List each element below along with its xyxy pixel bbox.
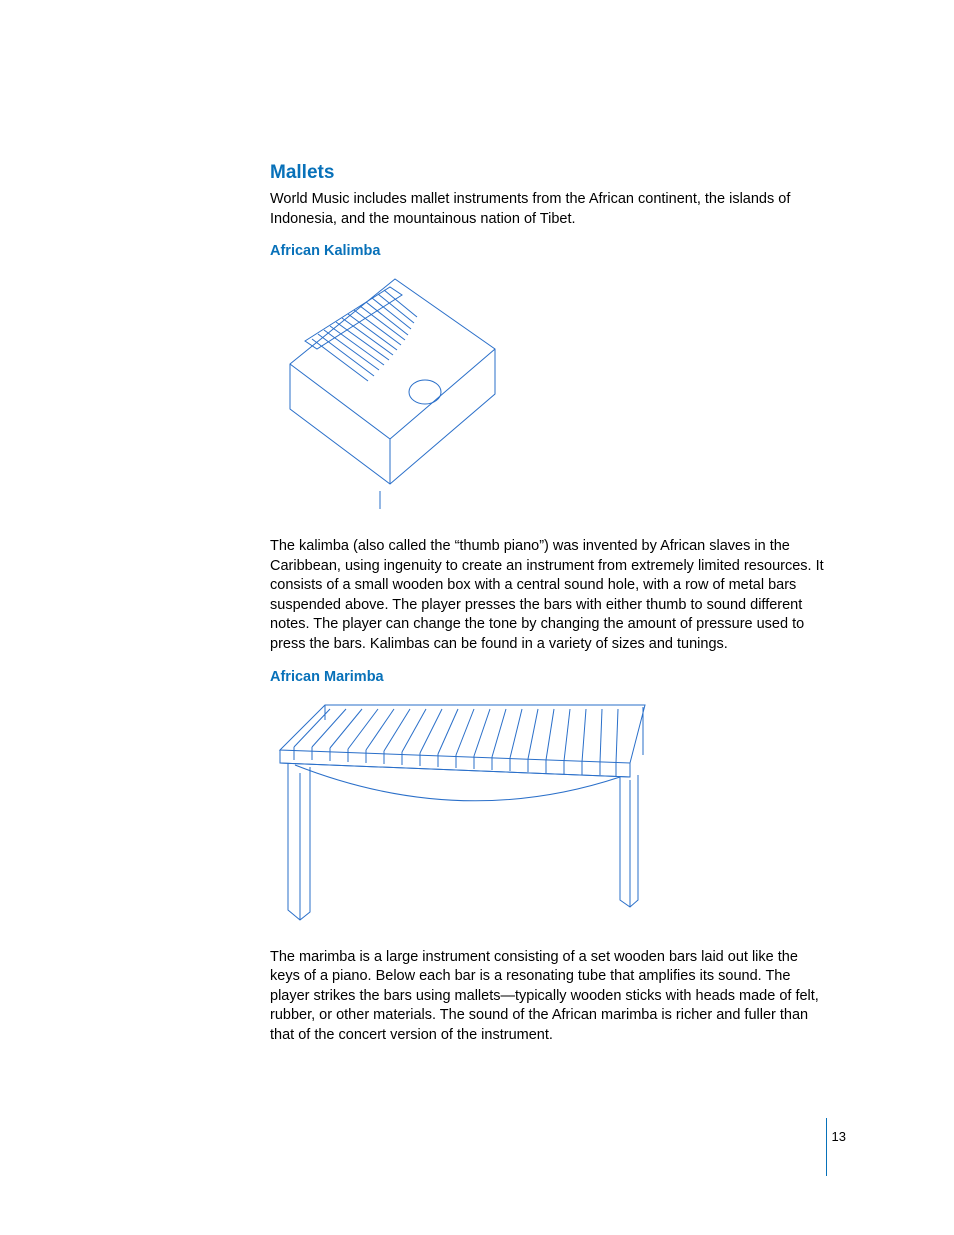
- page-rule: [826, 1118, 827, 1176]
- kalimba-icon: [270, 269, 530, 514]
- kalimba-illustration: [270, 269, 830, 519]
- page-number: 13: [832, 1129, 846, 1144]
- section-title: Mallets: [270, 162, 830, 184]
- kalimba-body: The kalimba (also called the “thumb pian…: [270, 537, 830, 654]
- marimba-heading: African Marimba: [270, 669, 830, 685]
- marimba-body: The marimba is a large instrument consis…: [270, 948, 830, 1046]
- kalimba-heading: African Kalimba: [270, 243, 830, 259]
- section-intro: World Music includes mallet instruments …: [270, 190, 830, 229]
- marimba-illustration: [270, 695, 830, 930]
- marimba-icon: [270, 695, 650, 925]
